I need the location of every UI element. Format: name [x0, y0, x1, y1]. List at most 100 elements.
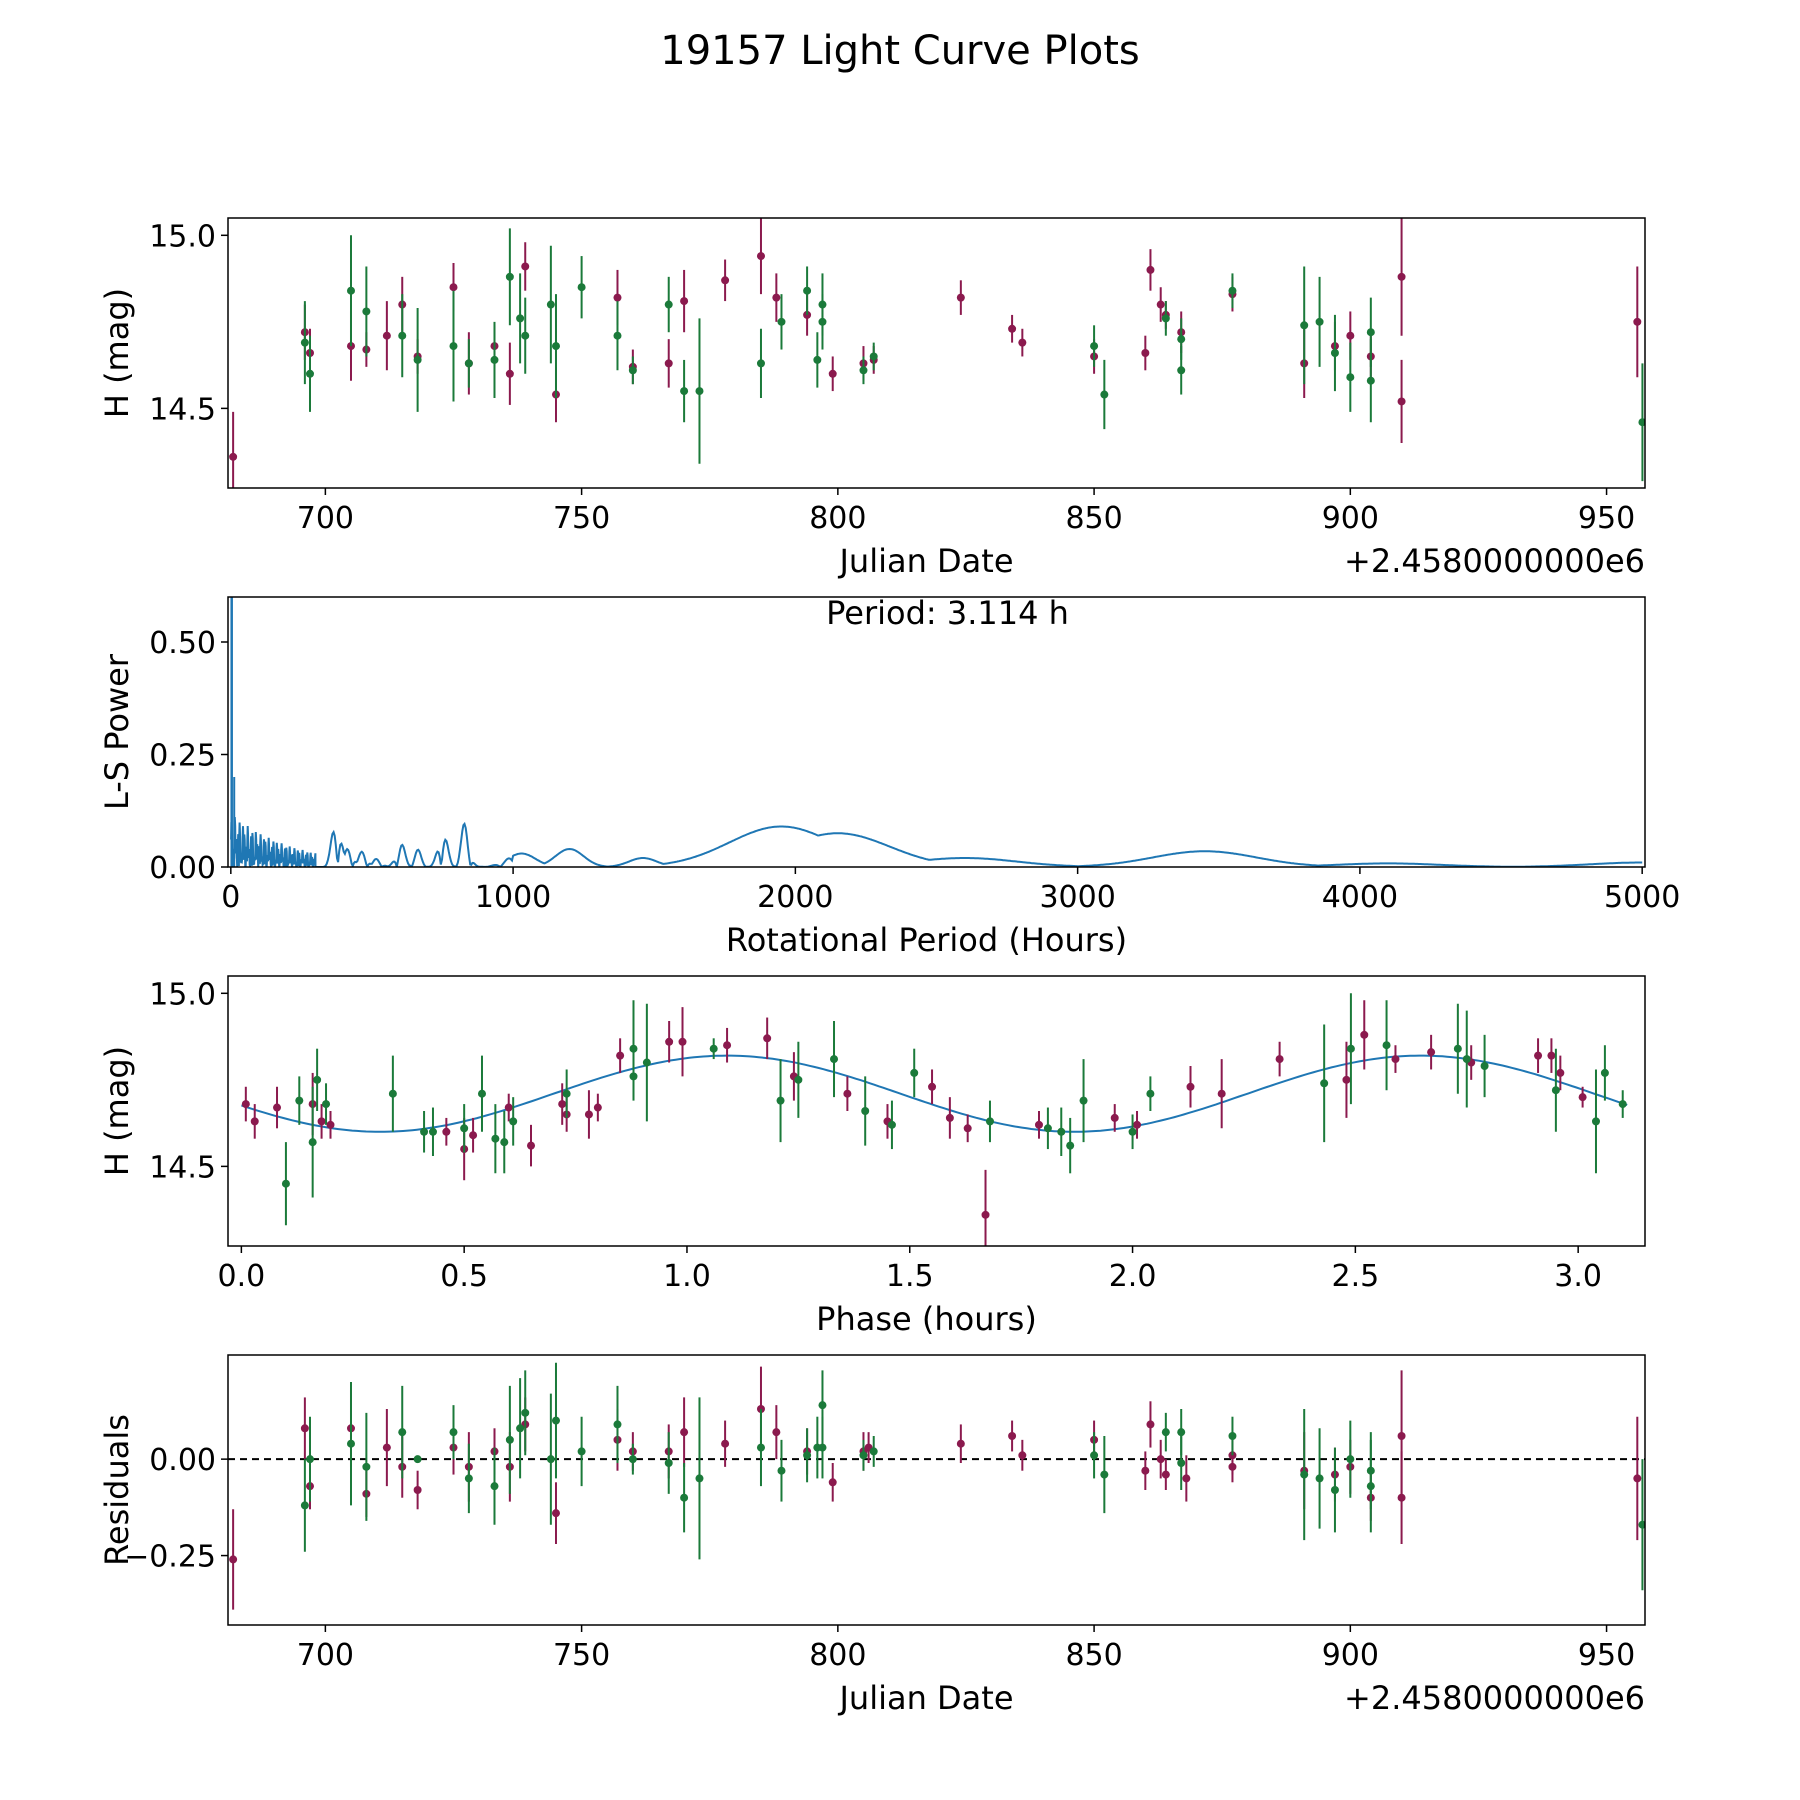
residuals-purple-point	[1633, 1474, 1642, 1483]
lightcurve-green-point	[449, 342, 458, 351]
lightcurve-purple-point	[229, 452, 238, 461]
residuals-green-point	[464, 1474, 473, 1483]
phased-green-point	[477, 1089, 486, 1098]
lightcurve-purple-point	[505, 369, 514, 378]
lightcurve-green-point	[756, 359, 765, 368]
phased-purple-point	[584, 1110, 593, 1119]
residuals-purple-point	[956, 1439, 965, 1448]
lightcurve-purple-point	[680, 297, 689, 306]
residuals-green-point	[613, 1420, 622, 1429]
lightcurve-xlabel: Julian Date	[837, 542, 1013, 580]
phased-purple-point	[241, 1100, 250, 1109]
lightcurve-green-point	[1177, 335, 1186, 344]
residuals-xtick-label: 750	[553, 1638, 610, 1673]
residuals-purple-point	[772, 1428, 781, 1437]
phased-purple-point	[442, 1127, 451, 1136]
residuals-green-point	[1177, 1459, 1186, 1467]
phased-green-point	[295, 1096, 304, 1105]
phased-ytick-label: 15.0	[149, 977, 216, 1012]
residuals-purple-point	[1141, 1466, 1150, 1475]
phased-frame	[227, 975, 1646, 1247]
periodogram-xlabel: Rotational Period (Hours)	[726, 921, 1127, 959]
phased-green-point	[830, 1055, 839, 1064]
phased-purple-point	[250, 1117, 259, 1126]
residuals-green-point	[818, 1401, 827, 1410]
residuals-purple-point	[1182, 1474, 1191, 1483]
phased-xtick-label: 0.0	[218, 1259, 266, 1294]
lightcurve-ytick-label: 15.0	[149, 219, 216, 254]
residuals-green-point	[695, 1474, 704, 1483]
residuals-green-point	[413, 1455, 422, 1464]
phased-xtick-label: 2.5	[1332, 1259, 1380, 1294]
phased-green-point	[1600, 1068, 1609, 1077]
residuals-green-point	[516, 1424, 525, 1433]
phased-green-point	[887, 1120, 896, 1129]
phased-purple-point	[981, 1210, 990, 1219]
phased-purple-point	[1547, 1051, 1556, 1060]
lightcurve-green-point	[521, 331, 530, 340]
residuals-green-point	[505, 1435, 514, 1444]
lightcurve-purple-point	[382, 331, 391, 340]
phased-purple-point	[1217, 1089, 1226, 1098]
phased-green-point	[1480, 1062, 1489, 1070]
lightcurve-green-point	[551, 342, 560, 351]
lightcurve-xtick-label: 950	[1578, 501, 1635, 536]
lightcurve-green-point	[1177, 366, 1186, 375]
residuals-purple-point	[551, 1509, 560, 1518]
phased-xtick-label: 1.5	[886, 1259, 934, 1294]
phased-purple-point	[1534, 1051, 1543, 1060]
phased-green-point	[1066, 1141, 1075, 1150]
phased-green-point	[1146, 1089, 1155, 1098]
phased-fit-curve	[241, 1054, 1628, 1133]
residuals-purple-point	[1146, 1420, 1155, 1429]
phased-purple-point	[723, 1041, 732, 1050]
phased-purple-point	[1133, 1120, 1142, 1129]
lightcurve-green-point	[413, 355, 422, 364]
phased-ylabel: H (mag)	[98, 1046, 136, 1176]
lightcurve-purple-point	[449, 283, 458, 292]
phased-xtick-label: 0.5	[440, 1259, 488, 1294]
phased-green-point	[910, 1068, 919, 1077]
phased-purple-point	[665, 1037, 674, 1046]
lightcurve-ytick-label: 14.5	[149, 392, 216, 427]
lightcurve-purple-point	[1008, 324, 1017, 333]
residuals-purple-point	[413, 1486, 422, 1494]
phased-purple-point	[1110, 1113, 1119, 1122]
lightcurve-green-point	[516, 314, 525, 323]
lightcurve-purple-point	[1146, 265, 1155, 274]
phased-green-point	[322, 1100, 331, 1109]
phased-purple-point	[1186, 1082, 1195, 1091]
lightcurve-green-point	[346, 286, 355, 295]
residuals-frame	[227, 1354, 1646, 1626]
periodogram-xtick-label: 4000	[1322, 880, 1398, 915]
lightcurve-xtick-label: 800	[809, 501, 866, 536]
phased-purple-point	[616, 1051, 625, 1060]
periodogram-series	[230, 597, 1643, 867]
residuals-green-point	[346, 1439, 355, 1448]
phased-green-point	[313, 1075, 322, 1084]
phased-green-point	[642, 1058, 651, 1067]
phased-green-point	[1043, 1124, 1052, 1133]
lightcurve-frame	[227, 217, 1646, 489]
residuals-green-point	[680, 1493, 689, 1502]
phased-green-point	[1128, 1127, 1137, 1136]
residuals-purple-point	[1161, 1470, 1170, 1479]
lightcurve-points	[229, 218, 1645, 488]
lightcurve-green-point	[1346, 373, 1355, 382]
phased-green-point	[776, 1096, 785, 1105]
phased-purple-point	[1427, 1048, 1436, 1057]
residuals-xtick-label: 950	[1578, 1638, 1635, 1673]
phased-green-point	[1591, 1117, 1600, 1126]
residuals-green-point	[398, 1428, 407, 1437]
phased-xtick-label: 2.0	[1109, 1259, 1157, 1294]
phased-green-point	[388, 1089, 397, 1098]
phased-green-point	[460, 1124, 469, 1133]
periodogram-ytick-label: 0.25	[149, 739, 216, 774]
residuals-xtick-label: 850	[1065, 1638, 1122, 1673]
lightcurve-green-point	[628, 366, 637, 375]
phased-purple-point	[527, 1141, 536, 1150]
residuals-green-point	[449, 1428, 458, 1437]
phased-green-point	[1551, 1086, 1560, 1095]
phased-purple-point	[1275, 1055, 1284, 1064]
residuals-green-point	[362, 1462, 371, 1471]
